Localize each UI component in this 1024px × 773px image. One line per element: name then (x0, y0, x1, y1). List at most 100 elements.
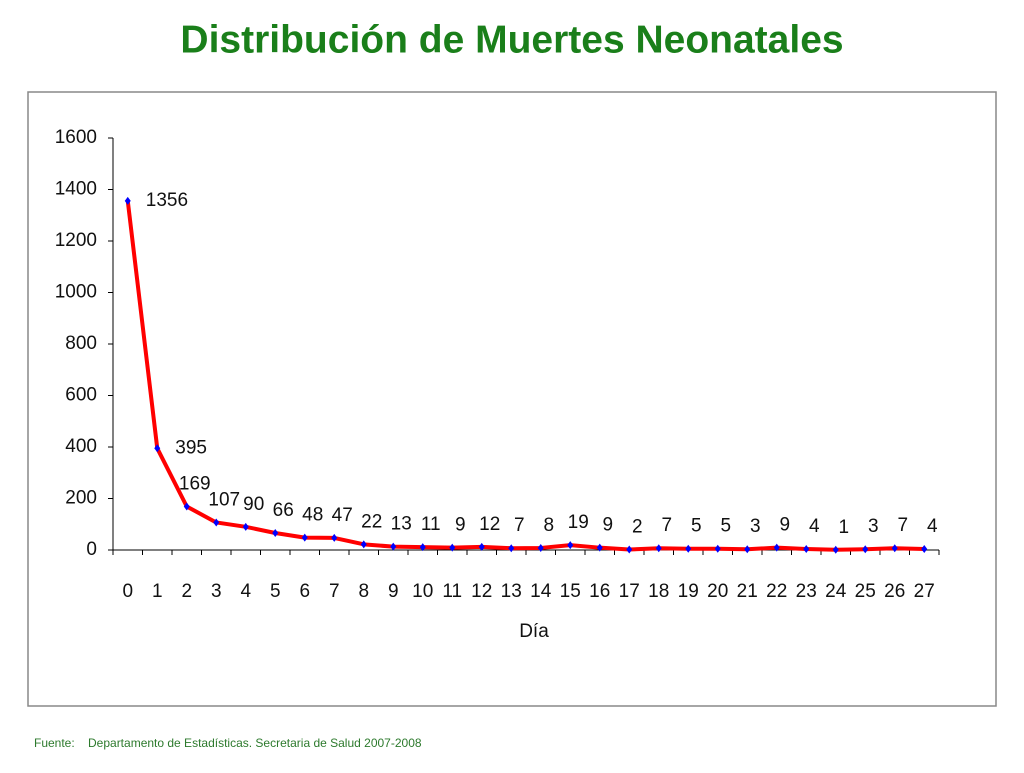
data-point (242, 522, 249, 531)
source-text: Departamento de Estadísticas. Secretaria… (88, 736, 422, 750)
data-point (537, 543, 544, 552)
data-label: 4 (927, 516, 938, 537)
data-point (567, 541, 574, 550)
chart-frame (27, 91, 997, 707)
x-tick-label: 27 (914, 581, 935, 602)
data-label: 395 (175, 437, 207, 458)
y-tick-label: 0 (86, 539, 97, 560)
x-tick-label: 6 (299, 581, 310, 602)
data-point (803, 544, 810, 553)
data-label: 48 (302, 505, 323, 526)
x-tick-label: 15 (560, 581, 581, 602)
data-point (213, 518, 220, 527)
data-label: 12 (479, 514, 500, 535)
x-tick-label: 24 (825, 581, 847, 602)
x-tick-label: 25 (855, 581, 876, 602)
data-point (921, 544, 928, 553)
data-point (508, 544, 515, 553)
x-tick-label: 0 (122, 581, 133, 602)
data-label: 3 (868, 516, 879, 537)
data-point (419, 543, 426, 552)
x-tick-label: 19 (678, 581, 699, 602)
data-point (626, 545, 633, 554)
data-point (331, 533, 338, 542)
data-point (891, 544, 898, 553)
data-point (449, 543, 456, 552)
data-label: 7 (897, 515, 908, 536)
data-label: 66 (273, 500, 294, 521)
data-point (360, 540, 367, 549)
data-label: 7 (661, 515, 672, 536)
x-tick-label: 9 (388, 581, 399, 602)
data-label: 7 (514, 515, 525, 536)
y-tick-label: 1200 (55, 230, 97, 251)
data-label: 11 (421, 514, 441, 535)
x-tick-label: 13 (501, 581, 522, 602)
data-point (832, 545, 839, 554)
y-tick-label: 400 (65, 436, 97, 457)
data-point (183, 502, 190, 511)
data-label: 2 (632, 517, 643, 538)
x-tick-label: 5 (270, 581, 281, 602)
data-label: 1356 (146, 190, 188, 211)
x-tick-label: 17 (619, 581, 640, 602)
data-label: 9 (779, 515, 790, 536)
data-point (773, 543, 780, 552)
data-line (125, 200, 925, 552)
source-label: Fuente: (34, 736, 75, 750)
y-tick-label: 200 (65, 488, 97, 509)
x-tick-label: 3 (211, 581, 222, 602)
data-label: 1 (838, 517, 849, 538)
data-point (714, 544, 721, 553)
x-tick-label: 4 (240, 581, 251, 602)
x-tick-label: 18 (648, 581, 669, 602)
data-point (154, 444, 161, 453)
data-label: 169 (179, 473, 211, 494)
data-point (478, 542, 485, 551)
data-point (744, 545, 751, 554)
data-label: 3 (750, 516, 761, 537)
x-tick-label: 12 (471, 581, 492, 602)
x-tick-label: 21 (737, 581, 758, 602)
data-label: 13 (391, 514, 412, 535)
data-label: 107 (208, 489, 240, 510)
data-point (272, 529, 279, 538)
y-tick-label: 800 (65, 333, 97, 354)
data-label: 9 (602, 515, 613, 536)
x-tick-label: 8 (358, 581, 369, 602)
y-tick-label: 1600 (55, 127, 97, 148)
data-point (685, 544, 692, 553)
data-label: 5 (691, 516, 702, 537)
data-label: 22 (361, 511, 382, 532)
x-tick-label: 7 (329, 581, 340, 602)
data-label: 47 (332, 505, 353, 526)
data-label: 5 (720, 516, 731, 537)
data-point (301, 533, 308, 542)
x-tick-label: 26 (884, 581, 905, 602)
data-label: 19 (568, 512, 589, 533)
x-tick-label: 10 (412, 581, 433, 602)
data-label: 90 (243, 494, 264, 515)
data-point (655, 544, 662, 553)
x-tick-label: 22 (766, 581, 787, 602)
x-tick-label: 2 (181, 581, 192, 602)
data-label: 4 (809, 516, 820, 537)
slide-title: Distribución de Muertes Neonatales (180, 18, 843, 61)
x-tick-label: 14 (530, 581, 552, 602)
data-point (862, 545, 869, 554)
data-point (390, 542, 397, 551)
x-axis-label: Día (519, 621, 549, 642)
x-tick-label: 20 (707, 581, 728, 602)
data-point (596, 543, 603, 552)
data-point (124, 196, 131, 205)
y-tick-label: 600 (65, 385, 97, 406)
x-tick-label: 16 (589, 581, 610, 602)
x-tick-label: 11 (442, 581, 462, 602)
x-tick-label: 1 (152, 581, 163, 602)
y-tick-label: 1000 (55, 282, 97, 303)
x-tick-label: 23 (796, 581, 817, 602)
y-tick-label: 1400 (55, 179, 97, 200)
data-label: 8 (543, 515, 554, 536)
